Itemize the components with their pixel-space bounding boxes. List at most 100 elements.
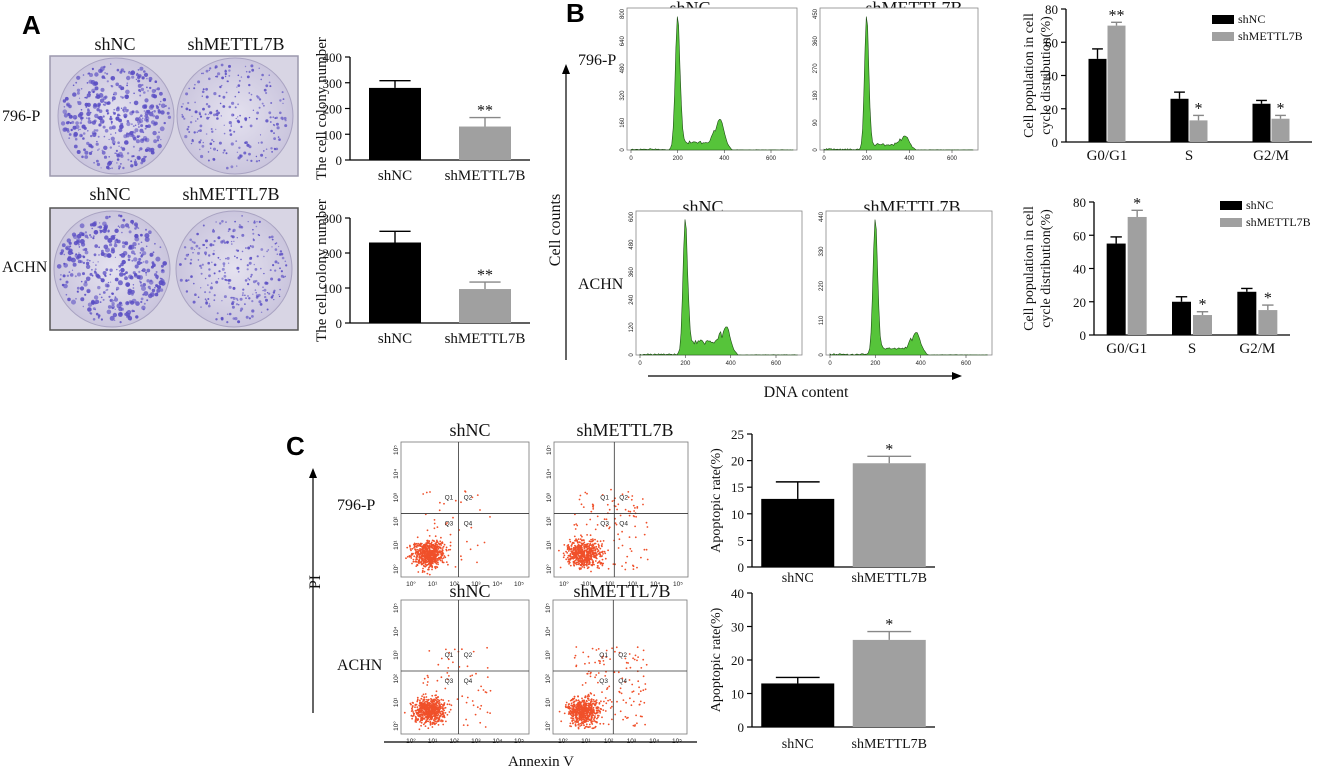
event-dot: [565, 558, 568, 561]
colony: [100, 278, 102, 280]
colony: [232, 286, 236, 290]
event-dot: [431, 565, 433, 568]
colony: [227, 262, 230, 264]
colony: [86, 82, 89, 84]
histogram-area: [630, 16, 794, 151]
event-dot: [425, 696, 428, 698]
colony: [93, 253, 97, 257]
colony: [91, 268, 93, 271]
colony: [207, 105, 211, 108]
colony: [94, 72, 99, 77]
colony: [81, 155, 84, 159]
colony: [144, 137, 150, 143]
event-dot: [416, 709, 419, 711]
event-dot: [578, 498, 581, 501]
colony: [86, 117, 88, 119]
colony: [231, 113, 235, 117]
colony: [199, 129, 202, 133]
colony: [87, 72, 90, 75]
colony: [111, 125, 116, 130]
colony: [240, 258, 242, 261]
event-dot: [587, 553, 590, 556]
event-dot: [427, 555, 430, 558]
event-dot: [591, 727, 594, 730]
colony: [231, 305, 235, 309]
event-dot: [426, 684, 429, 686]
event-dot: [629, 697, 631, 700]
event-dot: [565, 704, 567, 706]
colony: [265, 148, 268, 150]
event-dot: [441, 551, 444, 554]
colony: [106, 309, 112, 315]
colony: [101, 249, 104, 253]
colony: [164, 105, 166, 108]
event-dot: [440, 547, 442, 550]
colony: [251, 309, 255, 313]
colony: [139, 147, 143, 151]
y-axis-label: Cell population in cell: [1022, 13, 1037, 138]
colony: [265, 119, 269, 123]
colony: [187, 101, 190, 105]
legend-swatch: [1220, 201, 1242, 210]
colony: [245, 315, 249, 319]
event-dot: [419, 699, 421, 702]
event-dot: [466, 540, 468, 543]
event-dot: [568, 561, 571, 564]
colony: [87, 109, 91, 113]
colony: [183, 117, 186, 120]
event-dot: [645, 548, 648, 551]
colony: [157, 143, 162, 149]
event-dot: [624, 715, 627, 718]
y-tick-label: 200: [323, 102, 343, 117]
colony: [239, 114, 242, 117]
colony: [110, 249, 116, 254]
event-dot: [599, 707, 602, 710]
colony: [138, 149, 141, 152]
event-dot: [414, 706, 416, 709]
colony: [96, 108, 100, 112]
colony: [189, 238, 192, 242]
colony: [180, 105, 183, 108]
event-dot: [625, 701, 627, 704]
colony: [162, 98, 167, 102]
colony: [66, 257, 72, 262]
colony: [154, 80, 158, 83]
dot-plot-title: shNC: [449, 581, 490, 601]
colony: [228, 75, 231, 77]
colony: [66, 103, 69, 106]
colony: [155, 274, 159, 279]
colony: [133, 222, 138, 227]
event-dot: [422, 723, 425, 726]
colony: [241, 215, 244, 217]
event-dot: [575, 539, 577, 542]
colony: [256, 111, 259, 115]
colony: [223, 295, 227, 299]
colony: [226, 80, 229, 83]
y-axis-label: The cell colony number: [314, 199, 330, 342]
event-dot: [420, 707, 423, 710]
colony: [109, 243, 113, 247]
colony: [281, 256, 285, 260]
event-dot: [567, 560, 569, 563]
event-dot: [618, 691, 621, 694]
event-dot: [436, 554, 439, 556]
event-dot: [604, 710, 607, 712]
colony: [106, 284, 110, 288]
colony: [187, 279, 190, 281]
colony: [277, 262, 280, 265]
bar: [852, 463, 926, 567]
colony: [163, 121, 166, 125]
colony: [139, 66, 144, 71]
event-dot: [582, 716, 585, 718]
event-dot: [621, 677, 624, 680]
event-dot: [630, 704, 633, 707]
event-dot: [577, 724, 580, 726]
event-dot: [589, 518, 592, 521]
event-dot: [580, 556, 582, 558]
y-tick-label: 0: [819, 353, 825, 357]
colony: [222, 239, 226, 243]
event-dot: [447, 549, 450, 551]
event-dot: [601, 716, 603, 719]
colony: [149, 287, 152, 290]
colony: [92, 222, 97, 227]
